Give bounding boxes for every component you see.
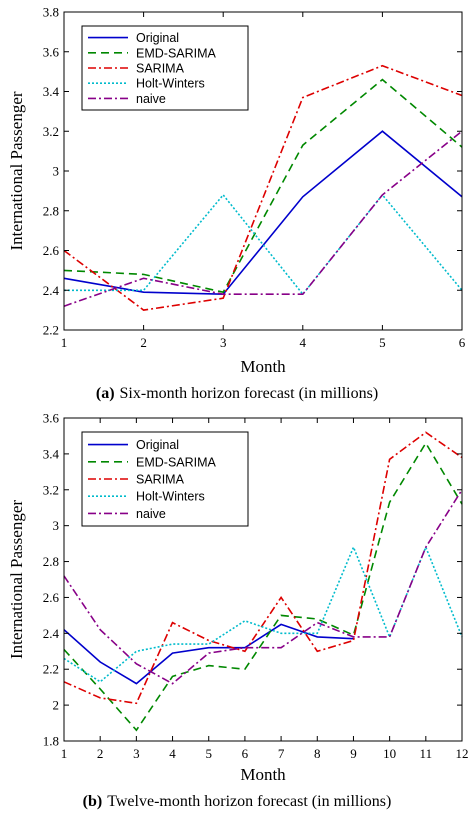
y-tick-label: 2.4: [43, 626, 60, 641]
y-tick-label: 1.8: [43, 734, 59, 749]
x-tick-label: 6: [459, 335, 466, 350]
x-tick-label: 6: [242, 746, 249, 761]
caption-text: Twelve-month horizon forecast (in millio…: [107, 793, 391, 810]
y-tick-label: 2.6: [43, 243, 60, 258]
series-line-naive: [63, 489, 463, 685]
legend-entry: SARIMA: [136, 62, 185, 76]
x-tick-label: 5: [379, 335, 386, 350]
y-tick-label: 3.6: [43, 411, 60, 426]
series-line-original: [63, 130, 463, 296]
y-tick-label: 2.2: [43, 323, 59, 338]
x-tick-label: 2: [140, 335, 147, 350]
series-line-holt-winters: [63, 545, 463, 683]
x-tick-label: 11: [420, 746, 433, 761]
y-tick-label: 3: [53, 164, 60, 179]
x-tick-label: 1: [61, 335, 68, 350]
caption-text: Six-month horizon forecast (in millions): [120, 385, 379, 402]
legend-entry: naive: [136, 92, 166, 106]
chart-twelve-month: 1 2 3 4 5 6 7 8 9 10 11 121.822.22.42.62.833.23.43.…: [7, 411, 469, 811]
x-tick-label: 4: [300, 335, 307, 350]
figure-caption: (b) Twelve-month horizon forecast (in mil…: [83, 793, 392, 810]
y-tick-label: 2.8: [43, 203, 59, 218]
x-tick-label: 10: [383, 746, 396, 761]
x-tick-label: 1: [61, 746, 68, 761]
y-tick-label: 3.2: [43, 124, 59, 139]
plot-frame: [63, 417, 463, 742]
y-tick-label: 2.6: [43, 590, 60, 605]
chart-six-month: 1 2 3 4 5 6 2.2 2.4 2.6 2.8 3 3.2 3.4 3.6 3.8 Month Inte…: [7, 5, 466, 403]
x-axis-label: Month: [240, 357, 286, 376]
caption-label: (b): [83, 793, 103, 810]
x-tick-label: 5: [205, 746, 212, 761]
x-tick-label: 7: [278, 746, 285, 761]
y-axis-label: International Passenger: [7, 91, 26, 250]
x-tick-label: 3: [220, 335, 227, 350]
x-tick-label: 4: [169, 746, 176, 761]
x-tick-label: 9: [350, 746, 357, 761]
legend-entry: Holt-Winters: [136, 77, 205, 91]
series-line-sarima: [63, 431, 463, 705]
legend-entry: EMD-SARIMA: [136, 46, 217, 60]
x-tick-label: 2: [97, 746, 104, 761]
y-tick-label: 3.2: [43, 482, 59, 497]
y-tick-label: 3.6: [43, 44, 60, 59]
x-tick-label: 12: [456, 746, 469, 761]
series-line-naive: [63, 130, 463, 307]
legend-entry: SARIMA: [136, 473, 185, 487]
caption-label: (a): [96, 385, 115, 402]
x-tick-label: 8: [314, 746, 321, 761]
x-tick-label: 3: [133, 746, 140, 761]
y-tick-label: 2.8: [43, 554, 59, 569]
x-axis-label: Month: [240, 765, 286, 784]
legend-entry: Holt-Winters: [136, 490, 205, 504]
y-tick-label: 3: [53, 518, 60, 533]
y-axis-label: International Passenger: [7, 500, 26, 659]
series-line-sarima: [63, 64, 463, 311]
y-tick-label: 3.4: [43, 446, 60, 461]
legend-entry: Original: [136, 438, 179, 452]
figure-caption: (a) Six-month horizon forecast (in millio…: [96, 385, 378, 402]
legend: Original EMD-SARIMA SARIMA Holt-Winters naiv…: [81, 431, 249, 527]
series-line-emd-sarima: [63, 441, 463, 732]
y-tick-label: 2.2: [43, 662, 59, 677]
series-line-emd-sarima: [63, 78, 463, 294]
legend-entry: Original: [136, 31, 179, 45]
legend-entry: EMD-SARIMA: [136, 455, 217, 469]
y-tick-label: 3.4: [43, 84, 60, 99]
y-tick-label: 2.4: [43, 283, 60, 298]
legend-entry: naive: [136, 507, 166, 521]
y-tick-label: 2: [53, 698, 60, 713]
y-tick-label: 3.8: [43, 5, 59, 20]
